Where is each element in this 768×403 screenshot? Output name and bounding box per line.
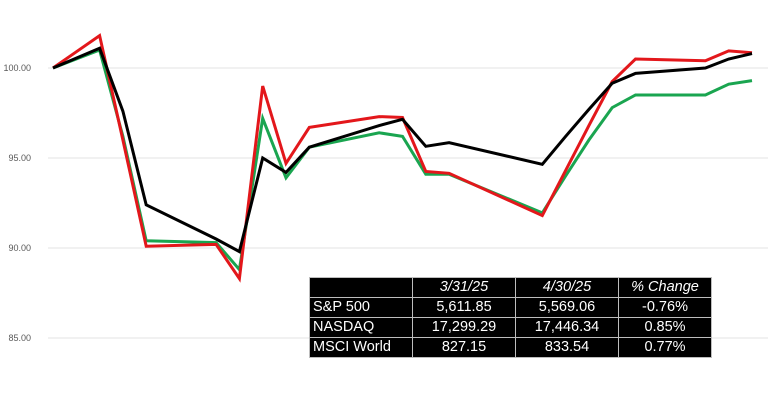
table-row: NASDAQ 17,299.29 17,446.34 0.85% bbox=[309, 317, 712, 338]
series-line-1 bbox=[52, 33, 753, 283]
table-cell: -0.76% bbox=[618, 297, 712, 318]
table-cell: 5,569.06 bbox=[515, 297, 619, 318]
table-cell: 833.54 bbox=[515, 337, 619, 358]
series-line-2 bbox=[52, 46, 753, 254]
header-cell: 4/30/25 bbox=[515, 277, 619, 298]
y-tick-label: 85.00 bbox=[8, 333, 31, 343]
table-cell: 17,299.29 bbox=[412, 317, 516, 338]
header-cell: 3/31/25 bbox=[412, 277, 516, 298]
table-cell: 827.15 bbox=[412, 337, 516, 358]
series-line-0 bbox=[52, 48, 753, 274]
row-label: MSCI World bbox=[309, 337, 413, 358]
table-cell: 0.85% bbox=[618, 317, 712, 338]
y-axis-ticks: 85.00 90.00 95.00 100.00 bbox=[3, 63, 31, 343]
y-tick-label: 100.00 bbox=[3, 63, 31, 73]
table-cell: 17,446.34 bbox=[515, 317, 619, 338]
row-label: S&P 500 bbox=[309, 297, 413, 318]
table-cell: 0.77% bbox=[618, 337, 712, 358]
y-tick-label: 95.00 bbox=[8, 153, 31, 163]
header-cell: % Change bbox=[618, 277, 712, 298]
header-cell bbox=[309, 277, 413, 298]
table-row: S&P 500 5,611.85 5,569.06 -0.76% bbox=[309, 297, 712, 318]
y-tick-label: 90.00 bbox=[8, 243, 31, 253]
series-lines bbox=[52, 33, 753, 283]
table-cell: 5,611.85 bbox=[412, 297, 516, 318]
index-summary-table: 3/31/25 4/30/25 % Change S&P 500 5,611.8… bbox=[309, 277, 712, 358]
table-row: MSCI World 827.15 833.54 0.77% bbox=[309, 337, 712, 358]
row-label: NASDAQ bbox=[309, 317, 413, 338]
table-header-row: 3/31/25 4/30/25 % Change bbox=[309, 277, 712, 298]
